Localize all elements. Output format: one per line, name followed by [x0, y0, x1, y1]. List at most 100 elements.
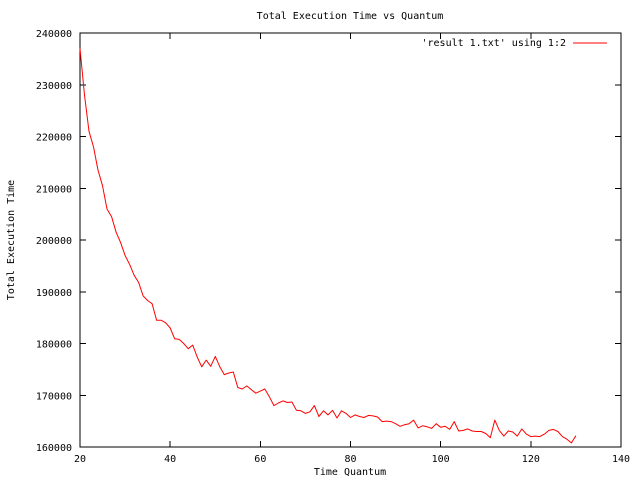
data-point — [318, 416, 319, 417]
data-point — [138, 282, 139, 283]
data-point — [287, 402, 288, 403]
data-point — [418, 427, 419, 428]
data-point — [508, 431, 509, 432]
data-point — [454, 421, 455, 422]
x-tick-label: 60 — [254, 454, 266, 465]
data-point — [282, 400, 283, 401]
data-point — [278, 403, 279, 404]
data-point — [422, 425, 423, 426]
data-point — [233, 372, 234, 373]
data-point — [571, 442, 572, 443]
data-point — [179, 339, 180, 340]
y-tick-label: 190000 — [36, 288, 72, 299]
data-point — [309, 411, 310, 412]
plot-frame — [79, 32, 622, 448]
x-axis: 20 40 60 80 100 120 140 — [74, 33, 630, 465]
series-line-1 — [79, 48, 577, 444]
data-point — [427, 426, 428, 427]
data-point — [355, 414, 356, 415]
data-point — [445, 426, 446, 427]
data-point — [373, 415, 374, 416]
data-point — [120, 242, 121, 243]
data-point — [463, 430, 464, 431]
y-tick-label: 230000 — [36, 81, 72, 92]
data-point — [116, 232, 117, 233]
x-axis-label: Time Quantum — [314, 467, 386, 478]
legend-label-series-1: 'result 1.txt' using 1:2 — [422, 38, 567, 49]
data-point — [535, 436, 536, 437]
data-point — [481, 431, 482, 432]
y-tick-label: 160000 — [36, 443, 72, 454]
data-point — [260, 391, 261, 392]
data-point — [129, 264, 130, 265]
chart-title: Total Execution Time vs Quantum — [257, 11, 444, 22]
x-tick-label: 140 — [612, 454, 630, 465]
x-tick-label: 100 — [432, 454, 450, 465]
data-point — [503, 436, 504, 437]
y-tick-label: 210000 — [36, 184, 72, 195]
series-layer — [79, 48, 577, 444]
data-point — [494, 420, 495, 421]
data-point — [436, 423, 437, 424]
data-point — [84, 95, 85, 96]
y-tick-label: 170000 — [36, 391, 72, 402]
data-point — [242, 389, 243, 390]
data-point — [93, 146, 94, 147]
data-point — [192, 345, 193, 346]
data-point — [291, 402, 292, 403]
data-point — [544, 434, 545, 435]
data-point — [111, 216, 112, 217]
x-tick-label: 20 — [74, 454, 86, 465]
y-tick-label: 200000 — [36, 236, 72, 247]
data-point — [350, 417, 351, 418]
data-point — [183, 343, 184, 344]
data-point — [197, 357, 198, 358]
data-point — [575, 435, 576, 436]
data-point — [472, 431, 473, 432]
y-tick-label: 180000 — [36, 340, 72, 351]
data-point — [80, 48, 81, 49]
data-point — [210, 366, 211, 367]
data-point — [255, 393, 256, 394]
data-point — [305, 413, 306, 414]
data-point — [553, 429, 554, 430]
data-point — [517, 436, 518, 437]
y-axis: 160000 170000 180000 190000 200000 210000 2200… — [36, 29, 621, 454]
x-tick-label: 80 — [344, 454, 356, 465]
data-point — [512, 432, 513, 433]
data-point — [490, 437, 491, 438]
data-point — [526, 434, 527, 435]
data-point — [107, 209, 108, 210]
data-point — [219, 366, 220, 367]
data-point — [264, 389, 265, 390]
data-point — [323, 410, 324, 411]
data-point — [224, 374, 225, 375]
data-point — [364, 417, 365, 418]
data-point — [165, 322, 166, 323]
data-point — [404, 424, 405, 425]
data-point — [156, 320, 157, 321]
data-point — [440, 427, 441, 428]
data-point — [174, 338, 175, 339]
data-point — [400, 426, 401, 427]
data-point — [382, 421, 383, 422]
data-point — [300, 410, 301, 411]
data-point — [269, 396, 270, 397]
data-point — [237, 387, 238, 388]
data-point — [314, 405, 315, 406]
data-point — [152, 303, 153, 304]
data-point — [125, 255, 126, 256]
data-point — [337, 418, 338, 419]
data-point — [332, 410, 333, 411]
data-point — [391, 421, 392, 422]
data-point — [228, 373, 229, 374]
data-point — [134, 275, 135, 276]
data-point — [431, 428, 432, 429]
data-point — [467, 428, 468, 429]
data-point — [143, 295, 144, 296]
data-point — [548, 430, 549, 431]
data-point — [161, 320, 162, 321]
legend: 'result 1.txt' using 1:2 — [422, 38, 607, 49]
x-tick-label: 120 — [522, 454, 540, 465]
